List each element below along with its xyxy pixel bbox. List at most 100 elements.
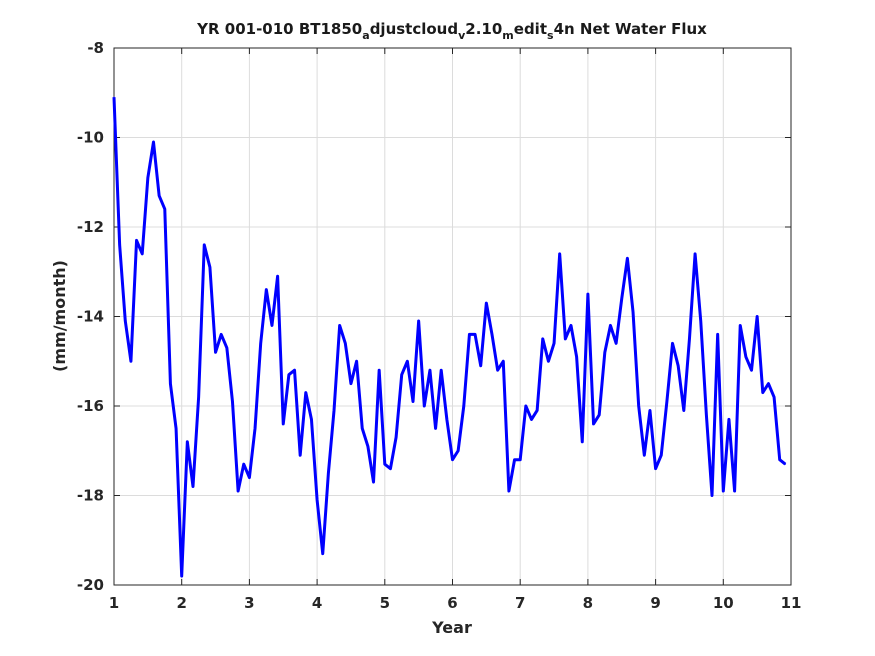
data-point	[711, 494, 713, 497]
data-point	[626, 257, 628, 259]
data-point	[192, 485, 194, 488]
data-point	[214, 351, 217, 353]
data-point	[717, 333, 719, 335]
data-point	[271, 324, 273, 327]
data-point	[525, 405, 527, 407]
chart-title: YR 001-010 BT1850adjustcloudv2.10medits4…	[196, 20, 707, 42]
data-point	[604, 351, 606, 353]
data-point	[739, 324, 741, 327]
data-point	[519, 459, 521, 461]
data-point	[282, 423, 284, 425]
data-point	[762, 391, 764, 394]
y-tick-label: -20	[77, 576, 104, 594]
data-point	[671, 342, 674, 344]
y-tick-label: -12	[77, 218, 104, 236]
data-point	[203, 244, 205, 246]
data-point	[542, 338, 544, 340]
data-point	[592, 423, 595, 425]
data-point	[750, 369, 753, 371]
data-point	[152, 141, 155, 143]
data-point	[164, 208, 166, 210]
series-line	[112, 97, 787, 578]
data-point	[581, 441, 583, 443]
data-points	[113, 96, 786, 577]
data-point	[773, 396, 775, 398]
data-point	[181, 575, 183, 577]
data-point	[265, 289, 267, 291]
y-tick-label: -14	[77, 308, 104, 326]
data-point	[237, 490, 239, 492]
data-point	[694, 253, 696, 255]
data-point	[186, 441, 188, 443]
data-point	[485, 302, 487, 304]
data-point	[412, 400, 414, 403]
data-point	[378, 369, 380, 371]
x-tick-label: 5	[380, 594, 390, 612]
data-point	[564, 338, 566, 340]
data-point	[135, 239, 138, 242]
data-point	[745, 356, 747, 358]
data-point	[418, 320, 420, 322]
data-point	[327, 472, 329, 474]
y-tick-label: -8	[87, 39, 104, 57]
data-point	[339, 324, 341, 327]
data-point	[502, 360, 504, 362]
data-point	[587, 293, 589, 295]
data-point	[248, 477, 250, 479]
x-tick-label: 1	[109, 594, 119, 612]
data-point	[310, 418, 313, 421]
data-point	[389, 468, 392, 470]
data-point	[463, 405, 465, 407]
data-point	[220, 333, 222, 335]
data-point	[401, 374, 403, 376]
x-tick-labels: 1 2 3 4 5 6 7 8 9 10 11	[109, 594, 802, 612]
x-tick-label: 3	[244, 594, 254, 612]
data-point	[209, 266, 211, 268]
x-tick-label: 9	[650, 594, 660, 612]
data-point	[649, 409, 651, 412]
data-point	[293, 369, 296, 371]
data-point	[576, 356, 578, 358]
y-tick-label: -10	[77, 129, 104, 147]
data-point	[756, 315, 758, 318]
data-point	[570, 324, 572, 327]
data-point	[615, 342, 617, 344]
data-point	[406, 360, 408, 362]
data-point	[169, 383, 172, 385]
data-point	[243, 463, 245, 465]
data-point	[299, 454, 301, 456]
data-point	[124, 320, 126, 322]
data-point	[423, 405, 425, 407]
data-point	[666, 400, 668, 403]
y-tick-label: -18	[77, 487, 104, 505]
x-tick-label: 10	[713, 594, 734, 612]
data-point	[175, 427, 177, 429]
data-point	[395, 436, 397, 438]
data-point	[643, 454, 645, 456]
data-point	[361, 427, 363, 429]
x-tick-label: 7	[515, 594, 525, 612]
data-point	[158, 195, 160, 197]
data-point	[677, 365, 679, 367]
y-axis-label: (mm/month)	[50, 260, 69, 372]
data-point	[130, 360, 132, 362]
data-point	[508, 490, 510, 492]
data-point	[513, 459, 516, 461]
data-point	[609, 324, 612, 327]
data-point	[553, 342, 555, 344]
data-point	[683, 409, 685, 412]
data-point	[598, 414, 600, 416]
data-point	[779, 459, 781, 461]
data-point	[333, 409, 335, 412]
data-point	[344, 342, 346, 344]
data-point	[434, 427, 437, 429]
data-point	[705, 414, 707, 416]
data-point	[655, 468, 657, 470]
data-point	[457, 450, 459, 452]
data-point	[260, 342, 262, 344]
data-point	[277, 275, 279, 277]
data-point	[688, 338, 691, 340]
data-point	[621, 298, 623, 300]
data-point	[491, 333, 493, 335]
data-point	[316, 499, 318, 501]
